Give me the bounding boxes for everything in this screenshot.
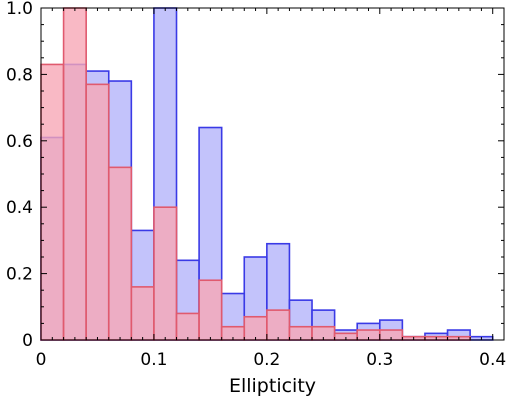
y-tick-label: 0 [22, 331, 33, 351]
bar-series-2-bin-1 [62, 7, 87, 341]
x-tick-label: 0.1 [140, 350, 167, 370]
bar-series-2-bin-4 [130, 286, 155, 341]
y-tick-label: 0.4 [6, 198, 33, 218]
y-tick-label: 0.6 [6, 132, 33, 152]
bar-series-2-bin-2 [85, 83, 110, 341]
x-tick-label: 0 [36, 350, 47, 370]
bar-series-2-bin-0 [40, 63, 65, 341]
bar-series-2-bin-9 [243, 315, 268, 341]
y-tick-label: 0.2 [6, 265, 33, 285]
bar-series-2-bin-3 [107, 166, 133, 341]
x-axis-label: Ellipticity [229, 375, 316, 397]
ticks-layer: 0 0.1 0.2 0.3 0.4 0 0.2 0.4 0.6 0.8 1.0 [6, 0, 506, 370]
x-tick-label: 0.2 [253, 350, 280, 370]
y-tick-label: 0.8 [6, 65, 33, 85]
bar-series-2-bin-6 [175, 312, 200, 341]
bar-series-2-bin-7 [198, 279, 223, 341]
bar-series-2-bin-10 [266, 309, 291, 341]
x-tick-label: 0.4 [479, 350, 506, 370]
x-tick-label: 0.3 [366, 350, 393, 370]
bar-series-2-bin-5 [153, 206, 178, 341]
bars-layer [40, 7, 494, 341]
y-tick-label: 1.0 [6, 0, 33, 19]
